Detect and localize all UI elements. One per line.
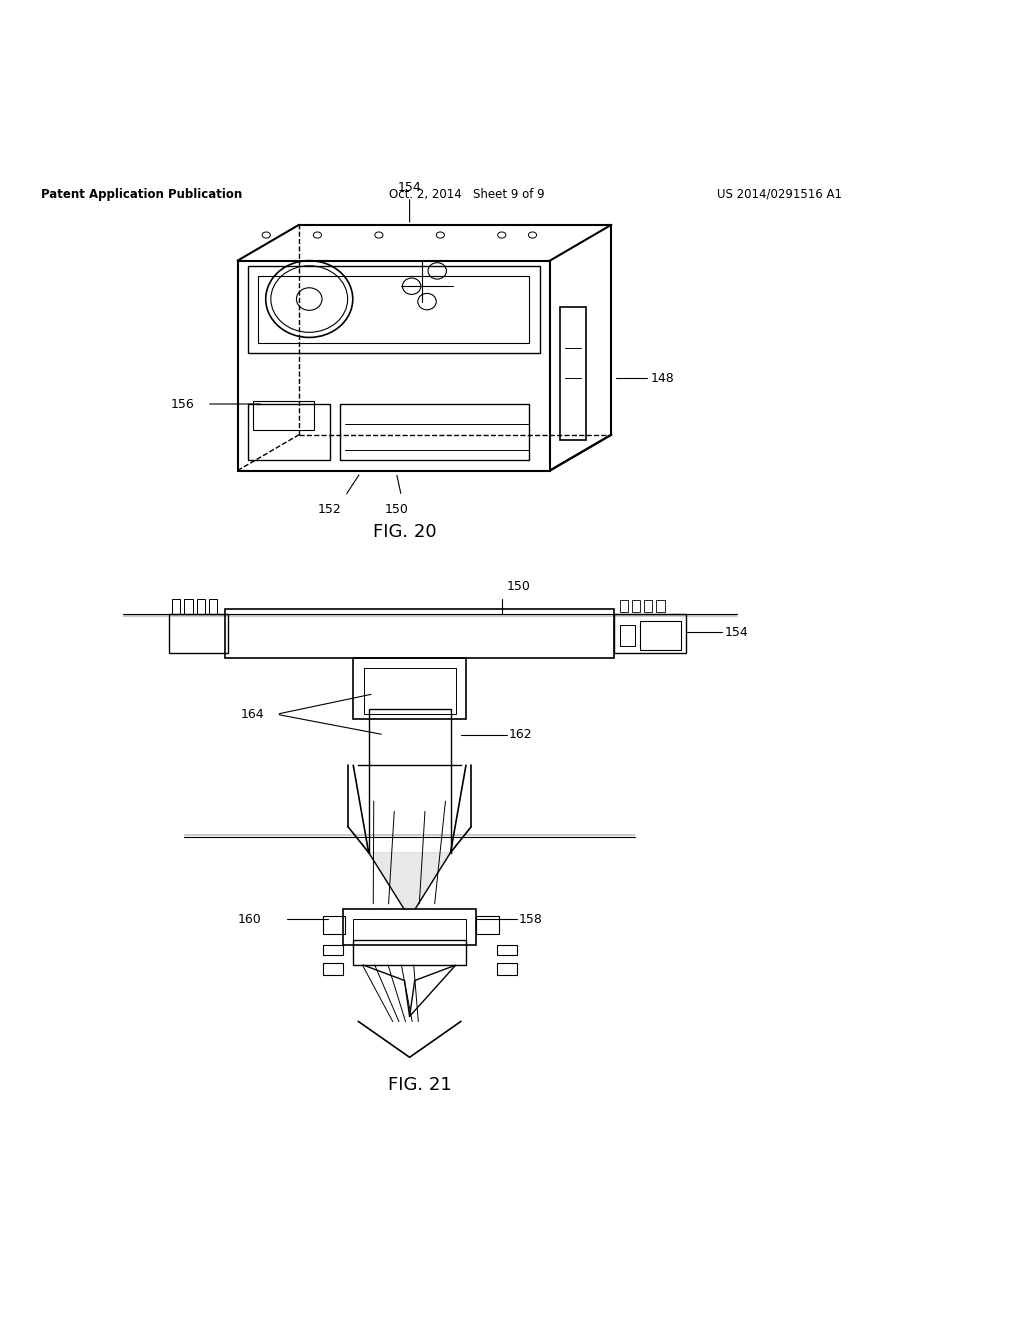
Text: 148: 148	[650, 372, 674, 385]
Text: US 2014/0291516 A1: US 2014/0291516 A1	[717, 187, 842, 201]
Text: 154: 154	[725, 626, 749, 639]
Bar	[632, 599, 640, 612]
Bar	[248, 404, 330, 461]
Bar	[353, 657, 466, 719]
Text: Patent Application Publication: Patent Application Publication	[41, 187, 243, 201]
Bar	[560, 306, 586, 440]
Bar	[644, 599, 652, 612]
Text: 154: 154	[397, 181, 422, 222]
Bar	[184, 598, 193, 614]
Bar	[323, 964, 343, 975]
Bar	[353, 919, 466, 940]
Bar	[258, 276, 529, 343]
Bar	[497, 964, 517, 975]
Bar	[323, 916, 345, 935]
Text: FIG. 20: FIG. 20	[373, 523, 436, 541]
Text: 158: 158	[519, 912, 543, 925]
Bar	[369, 709, 451, 766]
Bar	[323, 945, 343, 954]
Text: 156: 156	[171, 397, 195, 411]
Bar	[497, 945, 517, 954]
Bar	[343, 909, 476, 945]
Bar	[169, 614, 228, 653]
Text: 160: 160	[238, 912, 261, 925]
Text: Oct. 2, 2014   Sheet 9 of 9: Oct. 2, 2014 Sheet 9 of 9	[389, 187, 545, 201]
Bar	[238, 260, 550, 470]
Text: FIG. 21: FIG. 21	[388, 1076, 452, 1094]
Bar	[225, 609, 614, 657]
Polygon shape	[369, 853, 451, 909]
Bar	[248, 265, 540, 352]
Bar	[656, 599, 665, 612]
Bar	[476, 916, 499, 935]
Bar	[620, 626, 635, 645]
Bar	[364, 668, 456, 714]
Text: 162: 162	[509, 729, 532, 742]
Bar	[353, 940, 466, 965]
Bar	[253, 401, 314, 429]
Bar	[209, 598, 217, 614]
Bar	[340, 404, 529, 461]
Bar	[620, 599, 628, 612]
Text: 150: 150	[384, 503, 409, 516]
Bar	[197, 598, 205, 614]
Bar	[640, 622, 681, 649]
Bar	[172, 598, 180, 614]
Text: 164: 164	[241, 708, 264, 721]
Bar	[614, 614, 686, 653]
Text: 150: 150	[507, 581, 530, 594]
Text: 152: 152	[317, 503, 342, 516]
